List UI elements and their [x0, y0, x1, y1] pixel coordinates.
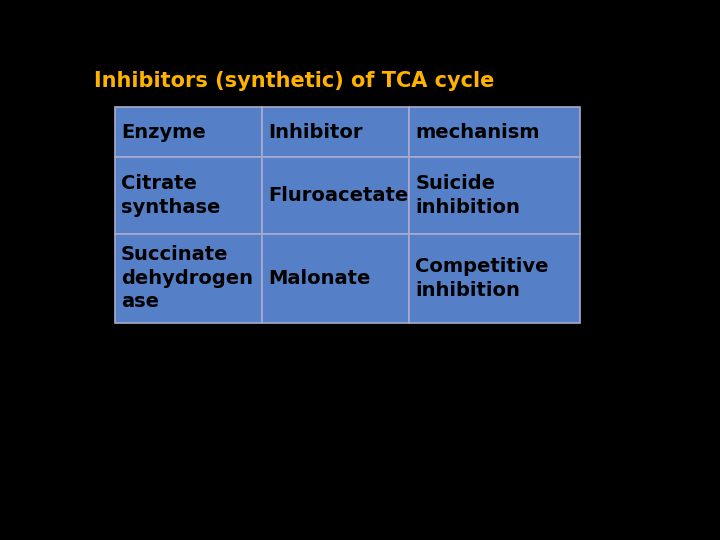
Text: mechanism: mechanism [415, 123, 540, 141]
Text: Inhibitors (synthetic) of TCA cycle: Inhibitors (synthetic) of TCA cycle [94, 71, 494, 91]
Text: Malonate: Malonate [269, 269, 371, 288]
Bar [262, 157, 409, 234]
Bar [409, 234, 580, 323]
Text: Succinate
dehydrogen
ase: Succinate dehydrogen ase [121, 246, 253, 312]
Text: Fluroacetate: Fluroacetate [269, 186, 408, 205]
Bar [114, 157, 262, 234]
Bar [114, 107, 262, 157]
Text: Citrate
synthase: Citrate synthase [121, 174, 220, 217]
Bar [262, 107, 409, 157]
Text: Enzyme: Enzyme [121, 123, 206, 141]
Bar [262, 234, 409, 323]
Bar [409, 157, 580, 234]
Text: Inhibitor: Inhibitor [269, 123, 363, 141]
Bar [409, 107, 580, 157]
Text: Competitive
inhibition: Competitive inhibition [415, 257, 549, 300]
Text: Suicide
inhibition: Suicide inhibition [415, 174, 521, 217]
Bar [114, 234, 262, 323]
